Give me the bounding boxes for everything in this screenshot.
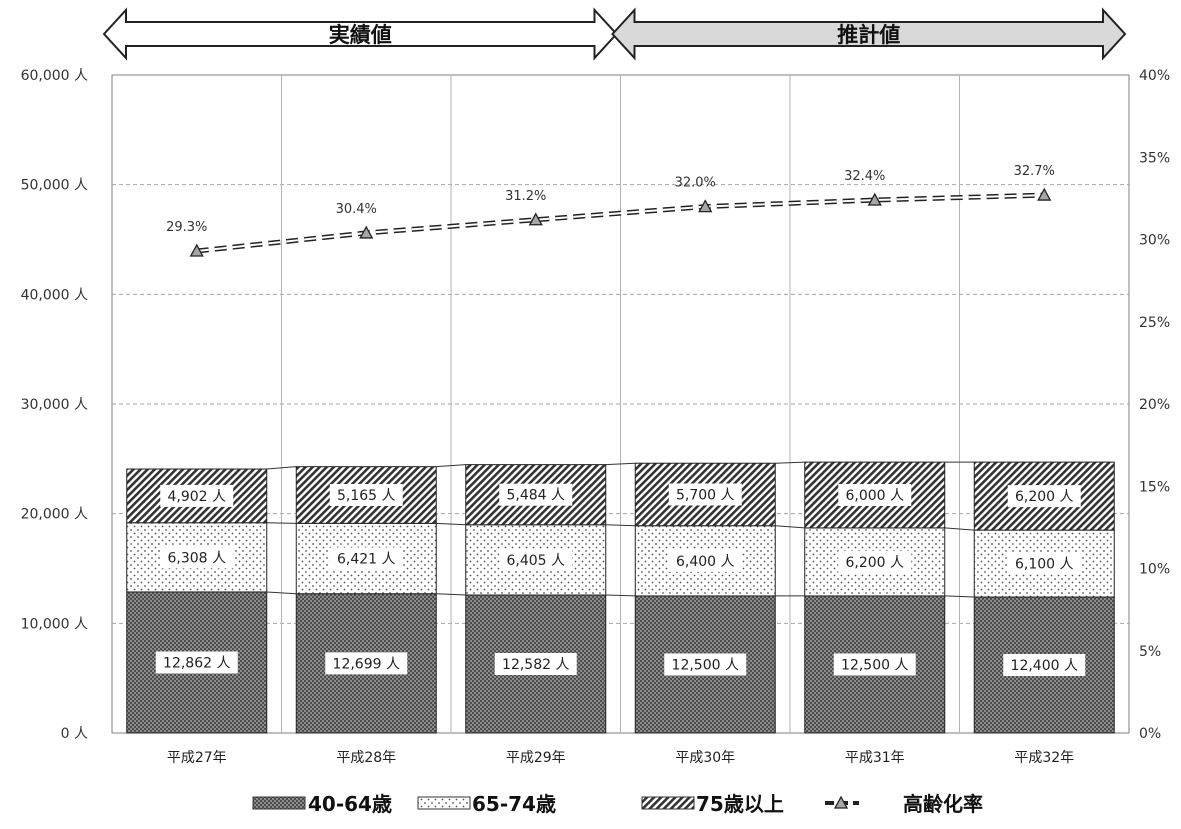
series-connector xyxy=(266,591,297,595)
data-label: 6,200 人 xyxy=(1015,489,1074,505)
data-label-box xyxy=(668,483,742,506)
data-label-box xyxy=(160,546,234,569)
data-label-box xyxy=(494,653,577,676)
y-left-tick-label: 50,000 人 xyxy=(21,178,88,194)
data-label: 4,902 人 xyxy=(167,489,226,505)
legend-label-2: 65-74歳 xyxy=(472,792,556,816)
x-tick-label: 平成30年 xyxy=(675,750,735,766)
data-label: 12,400 人 xyxy=(1011,658,1078,674)
legend-swatch-1 xyxy=(252,796,306,810)
data-label: 5,484 人 xyxy=(506,488,565,504)
rate-label: 31.2% xyxy=(505,189,546,204)
data-label-box xyxy=(664,653,747,676)
data-label-box xyxy=(1003,654,1086,677)
series-connector xyxy=(944,595,975,598)
data-label: 6,308 人 xyxy=(167,550,226,566)
data-label-box xyxy=(160,484,234,507)
data-label-box xyxy=(668,549,742,572)
series-connector xyxy=(775,461,805,464)
data-label: 6,400 人 xyxy=(676,554,735,570)
y-right-tick-label: 20% xyxy=(1139,397,1170,413)
data-label-box xyxy=(155,651,238,674)
series-connector xyxy=(436,593,466,596)
series-connector xyxy=(605,594,636,597)
rate-marker-triangle xyxy=(867,192,882,206)
y-right-tick-label: 35% xyxy=(1139,150,1170,166)
rate-marker-triangle xyxy=(1037,187,1052,201)
data-label-box xyxy=(1007,552,1081,575)
data-label: 6,000 人 xyxy=(845,488,904,504)
x-tick-label: 平成32年 xyxy=(1014,750,1074,766)
data-label: 6,421 人 xyxy=(337,552,396,568)
data-label-box xyxy=(329,547,403,570)
x-tick-label: 平成28年 xyxy=(336,750,396,766)
rate-marker-triangle xyxy=(359,225,374,239)
data-label-box xyxy=(838,550,912,573)
rate-marker-triangle xyxy=(189,243,204,257)
y-left-tick-label: 20,000 人 xyxy=(21,507,88,523)
series-connector xyxy=(266,522,297,524)
legend-label-1: 40-64歳 xyxy=(308,792,392,816)
y-left-tick-label: 40,000 人 xyxy=(21,287,88,303)
data-label: 6,100 人 xyxy=(1015,557,1074,573)
data-label: 12,582 人 xyxy=(502,657,569,673)
rate-line-inner xyxy=(196,194,1045,253)
y-left-tick-label: 30,000 人 xyxy=(21,397,88,413)
y-right-tick-label: 25% xyxy=(1139,315,1170,331)
data-label-box xyxy=(329,483,403,506)
rate-label: 32.7% xyxy=(1014,164,1055,179)
y-right-tick-label: 10% xyxy=(1139,562,1170,578)
series-connector xyxy=(605,524,636,527)
data-label-box xyxy=(499,483,573,506)
data-label-box xyxy=(1007,485,1081,508)
legend-swatch-2 xyxy=(417,796,471,810)
rate-label: 32.4% xyxy=(844,169,885,184)
legend-label-4: 高齢化率 xyxy=(903,792,983,816)
data-label-box xyxy=(499,548,573,571)
series-connector xyxy=(436,464,466,468)
series-connector xyxy=(944,527,975,531)
legend-marker-triangle xyxy=(833,795,849,809)
data-label-box xyxy=(838,484,912,507)
data-label-box xyxy=(833,653,916,676)
legend-swatch-3 xyxy=(641,796,695,810)
rate-label: 29.3% xyxy=(166,220,207,235)
data-label-box xyxy=(325,652,408,675)
series-connector xyxy=(266,466,297,470)
y-left-tick-label: 60,000 人 xyxy=(21,68,88,84)
series-connector xyxy=(436,522,466,526)
legend-label-3: 75歳以上 xyxy=(696,792,784,816)
x-tick-label: 平成27年 xyxy=(167,750,227,766)
y-right-tick-label: 5% xyxy=(1139,644,1161,660)
data-label: 5,700 人 xyxy=(676,487,735,503)
rate-label: 30.4% xyxy=(336,202,377,217)
y-left-tick-label: 10,000 人 xyxy=(21,616,88,632)
rate-marker-triangle xyxy=(698,199,713,213)
y-left-tick-label: 0 人 xyxy=(61,726,88,742)
y-right-tick-label: 0% xyxy=(1139,726,1161,742)
x-tick-label: 平成29年 xyxy=(506,750,566,766)
period-label-2: 推計値 xyxy=(837,23,900,47)
data-label: 12,500 人 xyxy=(841,657,908,673)
y-right-tick-label: 30% xyxy=(1139,233,1170,249)
series-connector xyxy=(605,462,636,466)
x-tick-label: 平成31年 xyxy=(845,750,905,766)
rate-marker-triangle xyxy=(528,212,543,226)
data-label: 6,200 人 xyxy=(845,555,904,571)
period-label-1: 実績値 xyxy=(329,23,392,47)
rate-label: 32.0% xyxy=(675,176,716,191)
series-connector xyxy=(775,525,805,529)
y-right-tick-label: 15% xyxy=(1139,479,1170,495)
data-label: 12,699 人 xyxy=(333,656,400,672)
data-label: 5,165 人 xyxy=(337,488,396,504)
y-right-tick-label: 40% xyxy=(1139,68,1170,84)
period-arrow-2 xyxy=(611,7,1127,61)
data-label: 6,405 人 xyxy=(506,553,565,569)
data-label: 12,500 人 xyxy=(672,657,739,673)
data-label: 12,862 人 xyxy=(163,655,230,671)
